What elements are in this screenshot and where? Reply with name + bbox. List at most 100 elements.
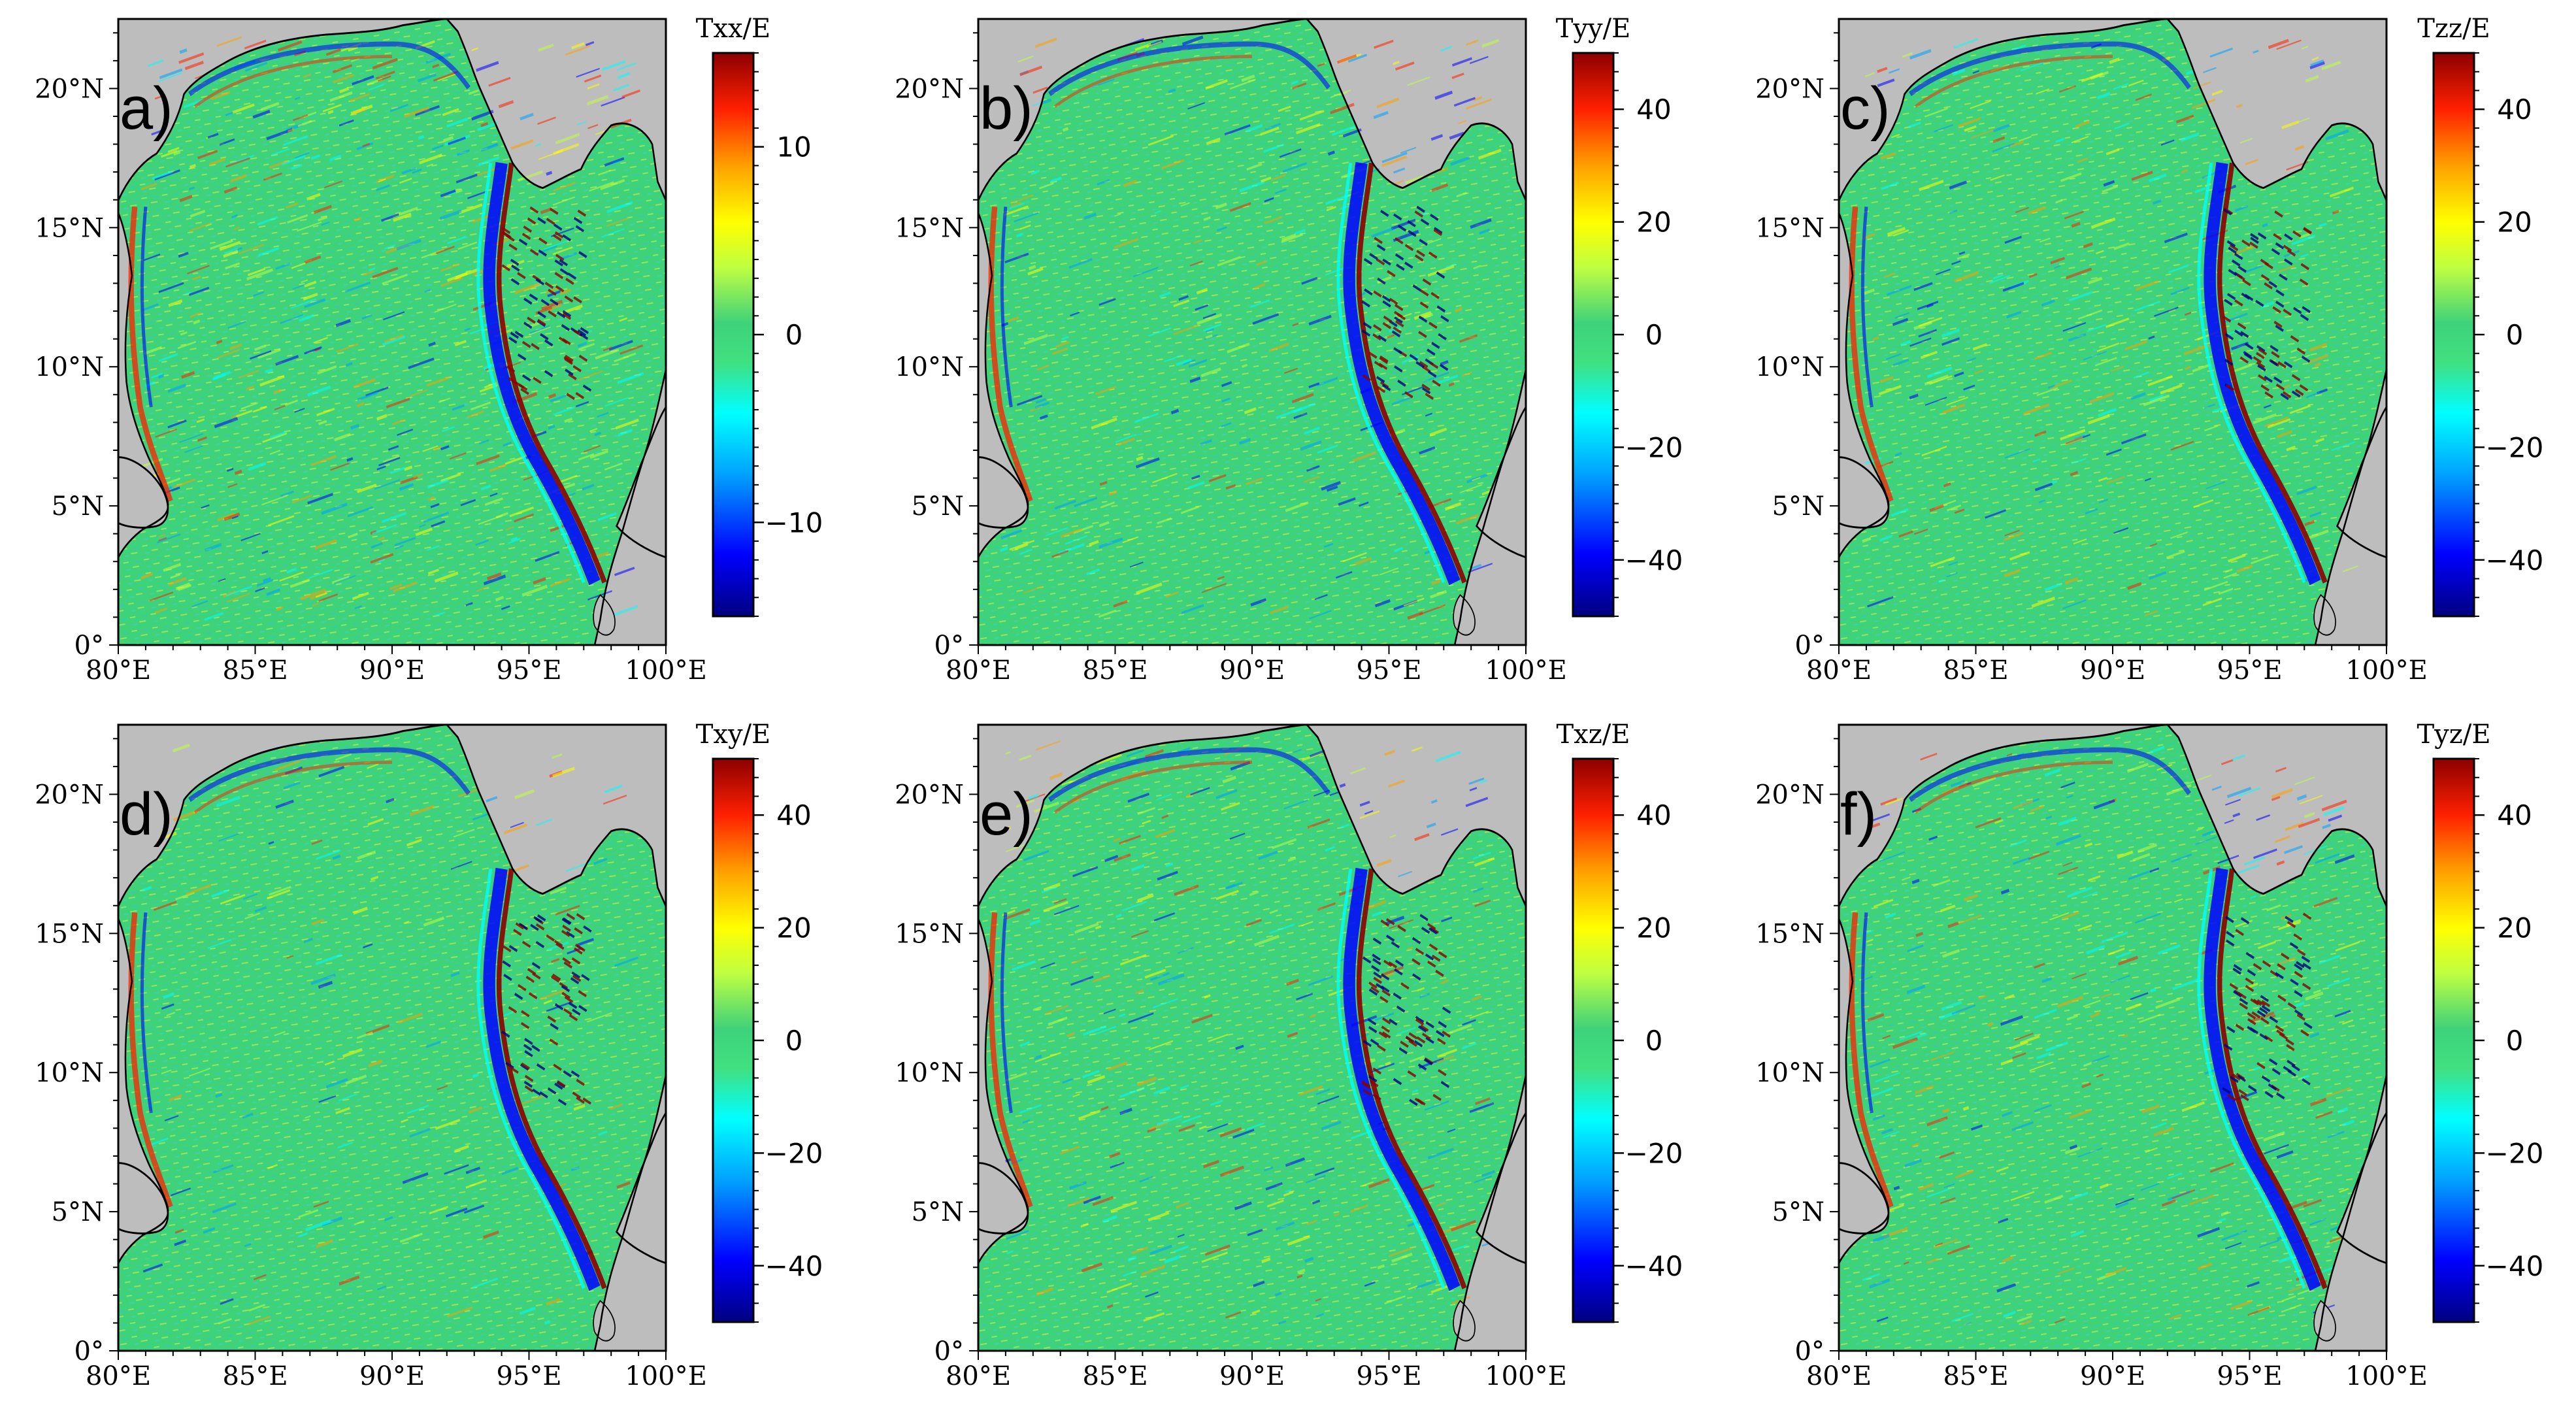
colorbar-title: Txx/E xyxy=(696,14,770,44)
colorbar-tick-label: −20 xyxy=(2486,1137,2544,1169)
colorbar-gradient xyxy=(712,757,755,1323)
y-tick-label: 10°N xyxy=(895,1058,964,1088)
x-tick-label: 95°E xyxy=(496,1361,561,1391)
x-tick-label: 90°E xyxy=(1219,655,1285,686)
anomaly-streaks xyxy=(1862,38,2358,617)
x-tick-label: 95°E xyxy=(2217,1361,2282,1391)
y-tick-label: 15°N xyxy=(895,213,964,243)
map-axes: 80°E 85°E 90°E 95°E 100°E 0° 5°N 10°N 15°N 20°N xyxy=(35,738,707,1391)
x-tick-label: 95°E xyxy=(1356,1361,1421,1391)
y-tick-label: 5°N xyxy=(1772,491,1825,522)
x-tick-label: 100°E xyxy=(625,1361,707,1391)
y-tick-label: 10°N xyxy=(1755,1058,1825,1088)
x-tick-label: 90°E xyxy=(2080,655,2145,686)
y-tick-label: 15°N xyxy=(35,919,104,949)
colorbar-f: Tyz/E 40 20 0 −20 −40 xyxy=(2417,720,2544,1323)
y-tick-label: 20°N xyxy=(895,780,964,810)
panel-letter: e) xyxy=(980,781,1033,848)
colorbar-tick-label: −40 xyxy=(765,1250,823,1282)
anomaly-streaks xyxy=(1002,740,1495,1325)
colorbar-tick-label: 40 xyxy=(776,799,811,831)
trench-anomalies xyxy=(988,747,1467,1291)
colorbar-a: Txx/E 10 0 −10 xyxy=(696,14,823,618)
x-tick-label: 90°E xyxy=(359,1361,425,1391)
x-tick-label: 80°E xyxy=(86,655,151,686)
map-axes: 80°E 85°E 90°E 95°E 100°E 0° 5°N 10°N 15°N 20°N xyxy=(895,738,1567,1391)
colorbar-tick-label: 0 xyxy=(1645,1025,1663,1057)
x-tick-label: 80°E xyxy=(946,1361,1011,1391)
x-tick-label: 90°E xyxy=(359,655,425,686)
x-tick-label: 100°E xyxy=(1485,1361,1567,1391)
colorbar-tick-label: 20 xyxy=(776,912,811,944)
colorbar-tick-label: 20 xyxy=(1636,207,1671,239)
x-tick-label: 90°E xyxy=(1219,1361,1285,1391)
trench-anomalies xyxy=(128,747,607,1291)
map-area xyxy=(1839,725,2387,1351)
x-tick-label: 90°E xyxy=(2080,1361,2145,1391)
colorbar-title: Tyy/E xyxy=(1556,14,1631,44)
y-tick-label: 20°N xyxy=(35,780,104,810)
map-area xyxy=(1839,19,2387,646)
y-tick-label: 0° xyxy=(934,631,964,661)
x-tick-label: 95°E xyxy=(1356,655,1421,686)
colorbar-tick-label: −40 xyxy=(2486,1250,2544,1282)
map-area xyxy=(978,725,1527,1351)
map-panel-f: 80°E 85°E 90°E 95°E 100°E 0° 5°N 10°N 15°N 20°N f)… xyxy=(1755,720,2543,1391)
colorbar-tick-label: −20 xyxy=(1625,1137,1683,1169)
colorbar-title: Tyz/E xyxy=(2417,720,2490,750)
colorbar-tick-label: −20 xyxy=(1625,431,1683,463)
y-tick-label: 5°N xyxy=(912,1197,964,1227)
y-tick-label: 0° xyxy=(74,1336,104,1366)
colorbar-gradient xyxy=(1572,757,1615,1323)
colorbar-tick-label: 20 xyxy=(2497,912,2532,944)
y-tick-label: 20°N xyxy=(895,74,964,104)
map-panel-a: 80°E 85°E 90°E 95°E 100°E 0° 5°N 10°N 15°N 20°N a)… xyxy=(35,14,823,686)
y-tick-label: 10°N xyxy=(895,352,964,382)
x-tick-label: 100°E xyxy=(625,655,707,686)
colorbar-tick-label: 40 xyxy=(1636,93,1671,125)
y-tick-label: 10°N xyxy=(35,1058,104,1088)
colorbar-gradient xyxy=(2432,52,2475,618)
y-tick-label: 0° xyxy=(934,1336,964,1366)
colorbar-tick-label: 40 xyxy=(1636,799,1671,831)
anomaly-streaks xyxy=(142,743,638,1325)
colorbar-tick-label: 0 xyxy=(2506,319,2524,351)
x-tick-label: 85°E xyxy=(1082,1361,1148,1391)
panel-letter: a) xyxy=(120,75,173,142)
colorbar-tick-label: −10 xyxy=(765,506,823,538)
x-tick-label: 80°E xyxy=(1806,655,1872,686)
x-tick-label: 85°E xyxy=(1082,655,1148,686)
y-tick-label: 15°N xyxy=(1755,919,1825,949)
x-tick-label: 100°E xyxy=(1485,655,1567,686)
colorbar-c: Tzz/E 40 20 0 −20 −40 xyxy=(2417,14,2544,618)
y-tick-label: 5°N xyxy=(52,491,104,522)
colorbar-tick-label: 40 xyxy=(2497,799,2532,831)
map-panel-c: 80°E 85°E 90°E 95°E 100°E 0° 5°N 10°N 15°N 20°N c)… xyxy=(1755,14,2543,686)
anomaly-streaks xyxy=(1000,35,1502,620)
colorbar-tick-label: −40 xyxy=(2486,544,2544,576)
y-tick-label: 20°N xyxy=(1755,780,1825,810)
anomaly-streaks xyxy=(1862,746,2360,1326)
y-tick-label: 5°N xyxy=(1772,1197,1825,1227)
x-tick-label: 85°E xyxy=(1943,1361,2008,1391)
y-tick-label: 0° xyxy=(1795,631,1825,661)
y-tick-label: 10°N xyxy=(35,352,104,382)
colorbar-tick-label: 40 xyxy=(2497,93,2532,125)
colorbar-b: Tyy/E 40 20 0 −20 −40 xyxy=(1556,14,1683,618)
x-tick-label: 80°E xyxy=(1806,1361,1872,1391)
panel-letter: b) xyxy=(980,75,1033,142)
y-tick-label: 15°N xyxy=(1755,213,1825,243)
x-tick-label: 80°E xyxy=(946,655,1011,686)
panel-letter: f) xyxy=(1840,781,1877,848)
x-tick-label: 80°E xyxy=(86,1361,151,1391)
colorbar-title: Txy/E xyxy=(696,720,771,750)
colorbar-tick-label: −20 xyxy=(765,1137,823,1169)
y-tick-label: 20°N xyxy=(35,74,104,104)
map-area xyxy=(118,19,667,646)
x-tick-label: 100°E xyxy=(2345,1361,2428,1391)
colorbar-gradient xyxy=(1572,52,1615,618)
colorbar-tick-label: −40 xyxy=(1625,544,1683,576)
map-axes: 80°E 85°E 90°E 95°E 100°E 0° 5°N 10°N 15°N 20°N xyxy=(1755,32,2428,686)
map-axes: 80°E 85°E 90°E 95°E 100°E 0° 5°N 10°N 15°N 20°N xyxy=(895,32,1567,686)
